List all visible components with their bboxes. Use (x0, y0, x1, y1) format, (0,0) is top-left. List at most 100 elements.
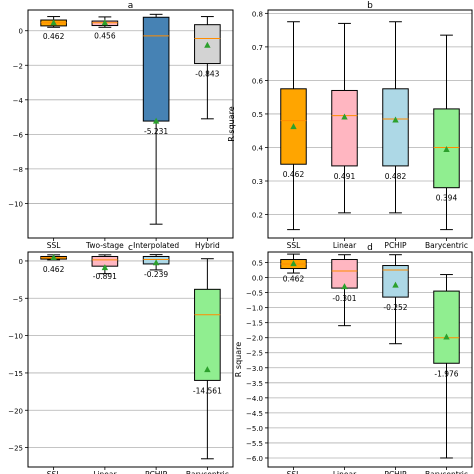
mean-label: 0.456 (94, 32, 116, 41)
x-tick-label: SSL (287, 241, 302, 250)
box-interpolated: -5.231 (142, 13, 170, 225)
box-linear: 0.491 (331, 22, 358, 214)
mean-label: 0.462 (43, 265, 65, 274)
mean-label: 0.394 (436, 194, 458, 203)
y-tick-label: −6 (13, 131, 24, 139)
mean-label: -0.301 (332, 294, 356, 303)
mean-marker (204, 366, 211, 373)
mean-marker (341, 113, 348, 120)
y-tick-label: −15 (8, 370, 23, 378)
x-tick-label: Barycentric (425, 241, 468, 250)
panel-title: c (128, 243, 133, 253)
y-tick-label: −4 (13, 97, 24, 105)
box-ssl: 0.462 (280, 21, 307, 231)
y-tick-label: 0.6 (252, 77, 264, 85)
mean-marker (392, 116, 399, 123)
box-linear: -0.891 (91, 254, 119, 281)
y-tick-label: 0.3 (252, 178, 263, 186)
box-ssl: 0.462 (280, 253, 307, 284)
plot-frame (27, 9, 234, 239)
y-tick-label: −0.5 (246, 290, 263, 298)
box-iqr (142, 16, 170, 122)
mean-label: 0.462 (283, 275, 305, 284)
x-tick-label: Two-stage (85, 241, 124, 250)
y-tick-label: −1.5 (246, 320, 263, 328)
box-linear: -0.301 (331, 254, 358, 327)
mean-label: -5.231 (144, 127, 168, 136)
x-tick-label: Hybrid (195, 241, 220, 250)
y-tick-label: 0.7 (252, 44, 263, 52)
y-tick-label: −8 (13, 166, 23, 174)
mean-marker (341, 283, 348, 290)
x-tick-label: SSL (47, 470, 62, 474)
box-pchip: -0.239 (142, 254, 170, 279)
y-tick-label: 0 (19, 258, 23, 266)
x-tick-label: SSL (47, 241, 62, 250)
y-tick-label: −6.0 (246, 455, 263, 463)
panel-title: d (367, 243, 373, 253)
mean-marker (101, 264, 109, 271)
box-iqr (331, 89, 358, 167)
y-tick-label: 0.8 (252, 10, 263, 18)
x-tick-label: PCHIP (145, 470, 168, 474)
y-tick-label: −10 (8, 200, 23, 208)
x-tick-label: Interpolated (133, 241, 179, 250)
mean-label: 0.491 (334, 172, 356, 181)
mean-label: -0.891 (93, 272, 117, 281)
mean-marker (50, 19, 57, 26)
y-tick-label: 0 (19, 28, 23, 36)
y-tick-label: −1.0 (246, 305, 263, 313)
plot-frame (27, 251, 234, 468)
y-tick-label: −5 (13, 295, 23, 303)
y-tick-label: −2.5 (246, 350, 263, 358)
mean-label: -0.252 (383, 303, 407, 312)
x-tick-label: SSL (287, 470, 302, 474)
y-tick-label: −2 (13, 62, 23, 70)
x-tick-label: Barycentric (425, 470, 468, 474)
panel-d: 0.5 0.0 −0.5 −1.0 −1.5 −2.0 −2.5 −3.0 −3.5 −4.0 −4… (234, 243, 473, 474)
box-pchip: -0.252 (382, 254, 409, 345)
mean-label: -0.843 (195, 70, 219, 79)
y-axis-label: R square (227, 106, 236, 141)
x-tick-label: PCHIP (384, 470, 407, 474)
box-iqr (194, 288, 221, 381)
y-tick-label: −5.5 (246, 440, 263, 448)
box-barycentric: -14.561 (193, 258, 222, 460)
mean-marker (152, 117, 160, 124)
y-tick-label: 0.4 (252, 144, 264, 152)
mean-label: -1.976 (434, 369, 458, 378)
box-ssl: 0.462 (40, 254, 67, 274)
mean-marker (392, 281, 399, 288)
mean-marker (101, 19, 109, 26)
mean-label: -14.561 (193, 386, 222, 395)
y-tick-label: 0.2 (252, 212, 263, 220)
y-tick-label: −5.0 (246, 425, 263, 433)
box-pchip: 0.482 (382, 21, 409, 214)
y-tick-label: −3.0 (246, 365, 263, 373)
mean-marker (290, 260, 297, 267)
mean-label: 0.462 (283, 170, 305, 179)
x-tick-label: Linear (93, 470, 117, 474)
panel-b: 0.2 0.3 0.4 0.5 0.6 0.7 0.8 0.462 0.491 0.482 0.39… (227, 1, 473, 250)
x-tick-label: Linear (333, 241, 357, 250)
y-tick-label: −2.0 (246, 335, 263, 343)
mean-marker (290, 123, 297, 130)
y-tick-label: −25 (8, 445, 23, 453)
box-ssl: 0.462 (40, 16, 67, 41)
y-tick-label: 0.0 (252, 275, 263, 283)
x-tick-label: Barycentric (186, 470, 229, 474)
panel-title: a (128, 1, 134, 11)
y-tick-label: 0.5 (252, 111, 263, 119)
y-tick-label: −4.5 (246, 410, 263, 418)
x-tick-label: PCHIP (384, 241, 407, 250)
mean-label: 0.482 (385, 172, 407, 181)
mean-marker (50, 254, 57, 261)
y-axis-label: R square (234, 342, 243, 377)
mean-marker (204, 41, 211, 48)
plot-frame (267, 251, 473, 468)
y-tick-label: 0.5 (252, 260, 263, 268)
mean-label: -0.239 (144, 270, 168, 279)
box-iqr (382, 265, 409, 298)
mean-marker (443, 333, 450, 340)
